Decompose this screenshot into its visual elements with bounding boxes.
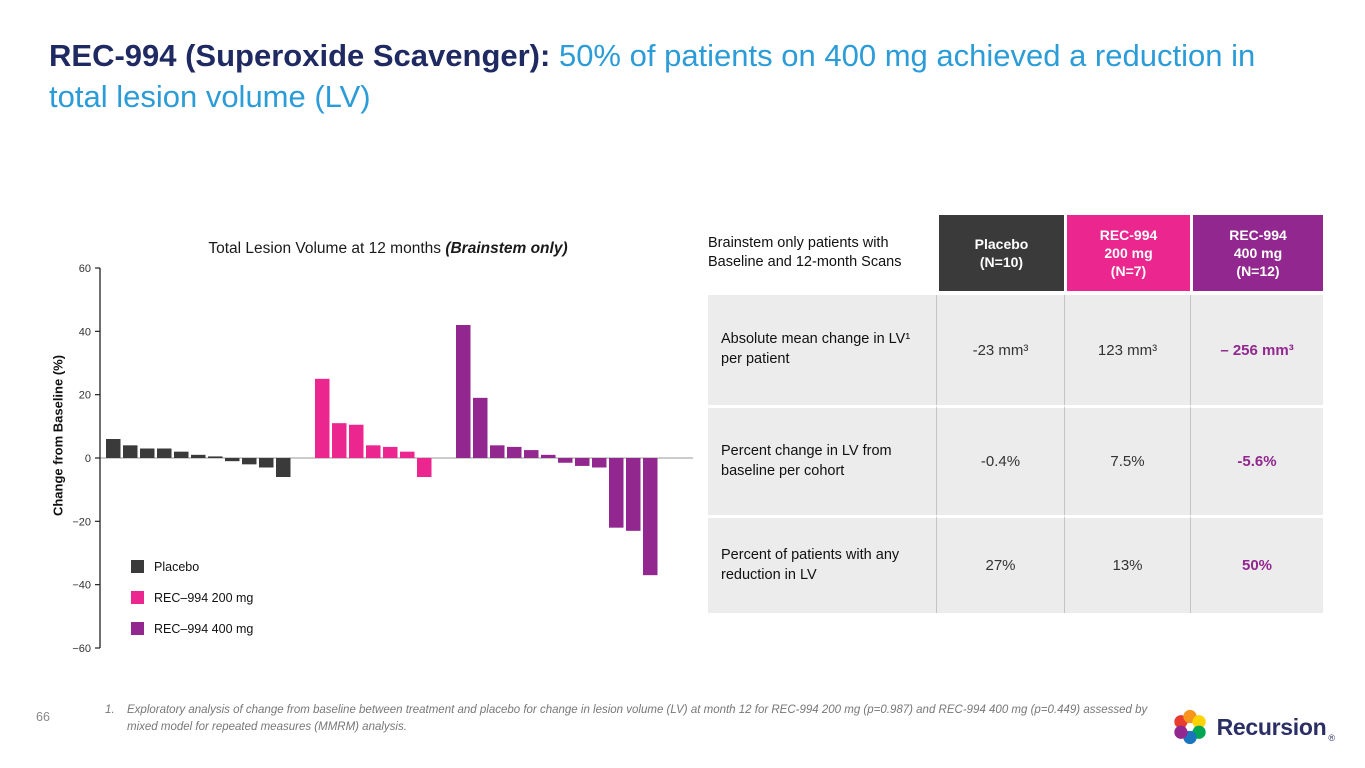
svg-text:−60: −60: [72, 643, 91, 655]
slide-title: REC-994 (Superoxide Scavenger): 50% of p…: [49, 36, 1299, 118]
rec994-400mg-swatch-icon: [131, 622, 144, 635]
table-cell-highlight: -5.6%: [1190, 405, 1323, 515]
row-label-percent-change: Percent change in LV from baseline per c…: [708, 405, 936, 515]
svg-text:−40: −40: [72, 580, 91, 592]
svg-text:40: 40: [79, 326, 91, 338]
recursion-logo: Recursion ®: [1171, 708, 1335, 746]
svg-text:20: 20: [79, 390, 91, 402]
rec994-200mg-swatch-icon: [131, 591, 144, 604]
table-cell-highlight: 50%: [1190, 515, 1323, 613]
table-corner-header: Brainstem only patients with Baseline an…: [708, 215, 936, 295]
recursion-logo-text: Recursion: [1216, 713, 1327, 740]
footnote-marker: 1.: [105, 704, 115, 716]
legend-label: Placebo: [154, 559, 200, 574]
results-table: Brainstem only patients with Baseline an…: [708, 215, 1323, 613]
table-cell: 13%: [1064, 515, 1190, 613]
svg-text:−20: −20: [72, 516, 91, 528]
chart-block: Total Lesion Volume at 12 months (Brains…: [48, 228, 738, 693]
page-number: 66: [36, 710, 50, 724]
column-header-rec994-400mg: REC-994 400 mg (N=12): [1190, 215, 1323, 295]
legend-item-rec994-400mg: REC–994 400 mg: [131, 613, 253, 644]
legend-item-rec994-200mg: REC–994 200 mg: [131, 582, 253, 613]
row-label-percent-patients-reduction: Percent of patients with any reduction i…: [708, 515, 936, 613]
registered-mark-icon: ®: [1328, 733, 1335, 743]
chart-title-main: Total Lesion Volume at 12 months: [208, 240, 446, 257]
svg-text:60: 60: [79, 263, 91, 275]
lesion-volume-bar-chart: 60 40 20 0 −20 −40 −60: [72, 263, 693, 655]
chart-title-qualifier: (Brainstem only): [445, 240, 568, 257]
table-cell: 7.5%: [1064, 405, 1190, 515]
chart-legend: Placebo REC–994 200 mg REC–994 400 mg: [131, 551, 253, 644]
column-header-placebo: Placebo (N=10): [936, 215, 1064, 295]
footnote: 1. Exploratory analysis of change from b…: [105, 702, 1155, 737]
table-cell: 27%: [936, 515, 1064, 613]
slide-title-rest: 50% of patients on 400 mg achieved a red…: [49, 38, 1256, 114]
table-cell: -23 mm³: [936, 295, 1064, 405]
table-cell-highlight: – 256 mm³: [1190, 295, 1323, 405]
recursion-logo-icon: [1173, 709, 1206, 745]
table-cell: 123 mm³: [1064, 295, 1190, 405]
row-label-absolute-mean-change: Absolute mean change in LV¹ per patient: [708, 295, 936, 405]
slide-title-emphasis: REC-994 (Superoxide Scavenger):: [49, 38, 559, 73]
legend-label: REC–994 400 mg: [154, 621, 254, 636]
legend-label: REC–994 200 mg: [154, 590, 254, 605]
legend-item-placebo: Placebo: [131, 551, 253, 582]
chart-title: Total Lesion Volume at 12 months (Brains…: [118, 240, 658, 258]
column-header-rec994-200mg: REC-994 200 mg (N=7): [1064, 215, 1190, 295]
placebo-swatch-icon: [131, 560, 144, 573]
footnote-text: Exploratory analysis of change from base…: [127, 704, 1148, 734]
svg-text:0: 0: [85, 453, 91, 465]
table-cell: -0.4%: [936, 405, 1064, 515]
